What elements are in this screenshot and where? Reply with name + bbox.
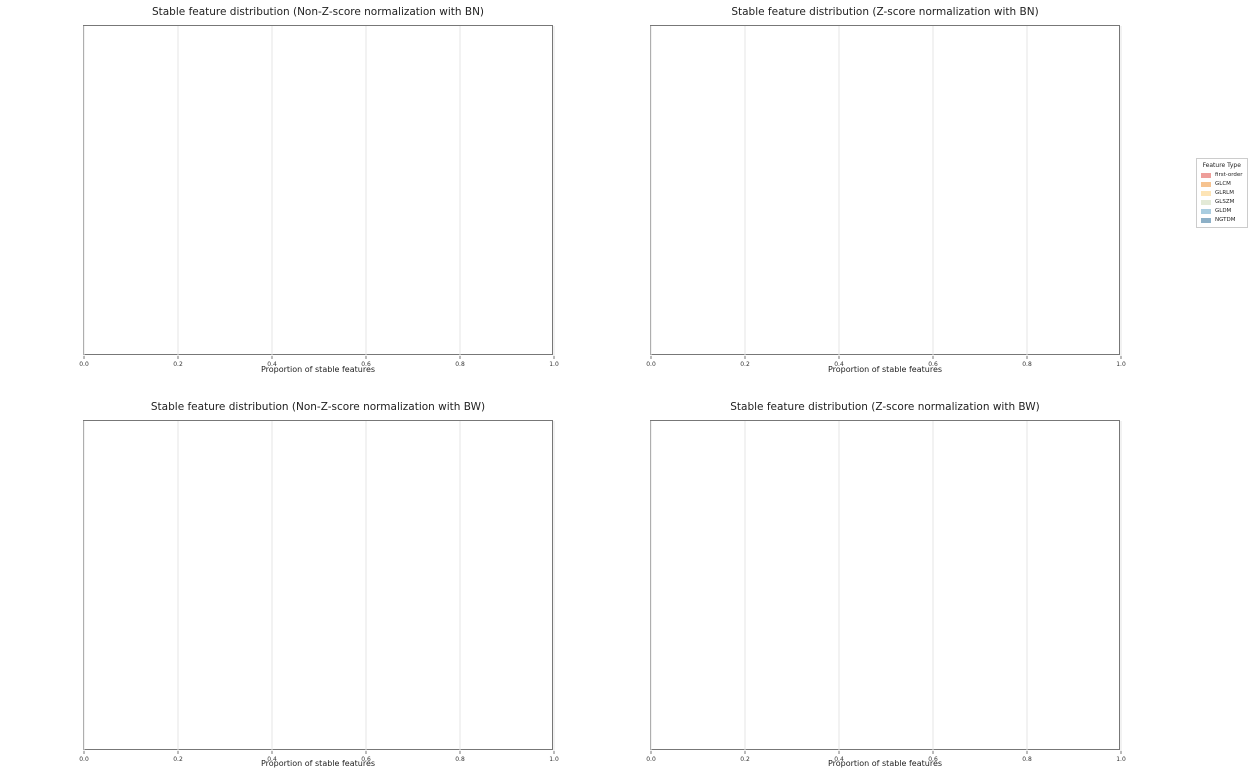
legend-swatch (1201, 209, 1211, 214)
x-tick-label: 0.0 (79, 361, 89, 368)
x-tick-label: 0.4 (267, 361, 277, 368)
x-tick-label: 1.0 (1116, 361, 1126, 368)
chart-svg: 0.0 0.2 0.4 0.6 0.8 1.0 (79, 421, 559, 763)
legend-item: first-order (1201, 171, 1243, 180)
x-tick-label: 0.8 (455, 361, 465, 368)
legend-label: GLRLM (1215, 190, 1234, 196)
legend-swatch (1201, 218, 1211, 223)
x-tick-label: 0.6 (928, 361, 938, 368)
x-tick-label: 0.4 (834, 361, 844, 368)
legend-title: Feature Type (1202, 162, 1241, 169)
plot-area: 0.0 0.2 0.4 0.6 0.8 1.0 (646, 420, 1126, 763)
chart-panel-z-bn: Stable feature distribution (Z-score nor… (0, 0, 1253, 385)
x-tick-label: 0.8 (1022, 756, 1032, 763)
chart-panel-nonz-bw: Stable feature distribution (Non-Z-score… (0, 0, 620, 774)
x-axis-label: Proportion of stable features (260, 759, 376, 768)
x-tick-label: 0.0 (646, 361, 656, 368)
chart-title: Stable feature distribution (Non-Z-score… (150, 401, 486, 413)
x-tick-label: 1.0 (549, 756, 559, 763)
plot-area: 0.0 0.2 0.4 0.6 0.8 1.0 (79, 420, 559, 763)
legend-label: first-order (1215, 172, 1243, 178)
legend-label: GLDM (1215, 208, 1232, 214)
legend: Feature Type first-order GLCM GLRLM GLSZ… (1196, 158, 1248, 228)
legend-item: GLSZM (1201, 198, 1243, 207)
chart-panel-nonz-bn: Stable feature distribution (Non-Z-score… (0, 0, 620, 385)
chart-svg: 0.0 0.2 0.4 0.6 0.8 1.0 (79, 26, 559, 368)
legend-swatch (1201, 182, 1211, 187)
x-axis-label: Proportion of stable features (827, 365, 943, 374)
legend-label: NGTDM (1215, 217, 1236, 223)
legend-item: GLDM (1201, 207, 1243, 216)
chart-title: Stable feature distribution (Non-Z-score… (151, 6, 485, 18)
legend-label: GLSZM (1215, 199, 1235, 205)
x-tick-label: 0.2 (173, 361, 183, 368)
x-tick-label: 0.2 (740, 756, 750, 763)
x-tick-label: 0.2 (740, 361, 750, 368)
x-tick-label: 0.4 (267, 756, 277, 763)
legend-swatch (1201, 200, 1211, 205)
x-axis-label: Proportion of stable features (827, 759, 943, 768)
x-tick-label: 0.0 (646, 756, 656, 763)
plot-area: 0.0 0.2 0.4 0.6 0.8 1.0 (646, 25, 1126, 368)
x-tick-label: 0.6 (361, 756, 371, 763)
x-tick-label: 1.0 (549, 361, 559, 368)
x-tick-label: 1.0 (1116, 756, 1126, 763)
x-tick-label: 0.8 (1022, 361, 1032, 368)
legend-swatch (1201, 191, 1211, 196)
x-axis-label: Proportion of stable features (260, 365, 376, 374)
x-tick-label: 0.6 (928, 756, 938, 763)
plot-area: 0.0 0.2 0.4 0.6 0.8 1.0 (79, 25, 559, 368)
x-tick-label: 0.0 (79, 756, 89, 763)
legend-swatch (1201, 173, 1211, 178)
legend-item: GLCM (1201, 180, 1243, 189)
legend-item: NGTDM (1201, 216, 1243, 225)
legend-item: GLRLM (1201, 189, 1243, 198)
chart-svg: 0.0 0.2 0.4 0.6 0.8 1.0 (646, 421, 1126, 763)
chart-title: Stable feature distribution (Z-score nor… (731, 6, 1039, 18)
chart-svg: 0.0 0.2 0.4 0.6 0.8 1.0 (646, 26, 1126, 368)
x-tick-label: 0.6 (361, 361, 371, 368)
x-tick-label: 0.4 (834, 756, 844, 763)
x-tick-label: 0.8 (455, 756, 465, 763)
chart-title: Stable feature distribution (Z-score nor… (730, 401, 1040, 413)
legend-label: GLCM (1215, 181, 1231, 187)
x-tick-label: 0.2 (173, 756, 183, 763)
